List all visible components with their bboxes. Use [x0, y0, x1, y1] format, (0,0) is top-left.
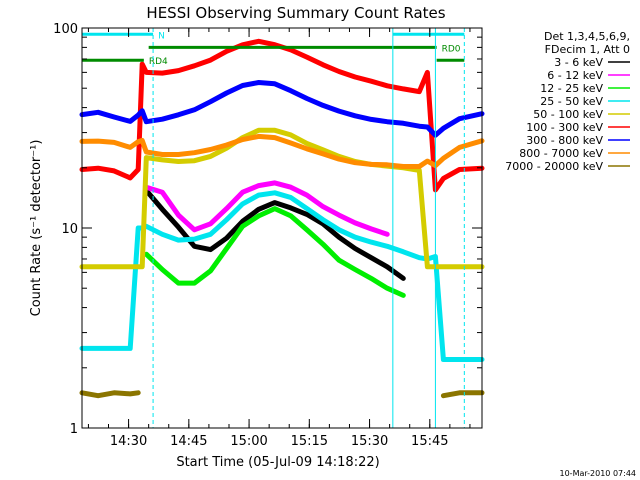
flag-layer: N RD0 RD4: [82, 31, 465, 67]
legend-entry-label: 100 - 300 keV: [526, 121, 603, 134]
chart-title: HESSI Observing Summary Count Rates: [146, 4, 445, 22]
x-tick-label: 14:45: [170, 434, 207, 449]
flag-label-rd4: RD4: [149, 57, 168, 67]
legend-entry-label: 3 - 6 keV: [554, 56, 603, 69]
y-axis-label: Count Rate (s⁻¹ detector⁻¹): [29, 140, 44, 317]
legend: Det 1,3,4,5,6,9,FDecim 1, Att 03 - 6 keV…: [505, 30, 630, 173]
y-tick-label: 1: [70, 422, 78, 437]
series-line-3: [79, 190, 485, 362]
legend-entry-label: 6 - 12 keV: [547, 69, 603, 82]
footer-timestamp: 10-Mar-2010 07:44: [560, 469, 637, 478]
legend-entry-label: 300 - 800 keV: [526, 134, 603, 147]
y-tick-label: 100: [53, 22, 78, 37]
x-tick-label: 15:00: [230, 434, 267, 449]
x-tick-label: 15:45: [411, 434, 448, 449]
y-tick-label: 10: [61, 222, 78, 237]
legend-entry-label: 12 - 25 keV: [540, 82, 603, 95]
legend-entry-label: 7000 - 20000 keV: [505, 160, 603, 173]
x-tick-label: 14:30: [110, 434, 147, 449]
series-line-6: [79, 80, 485, 138]
series-line-1: [143, 180, 390, 237]
legend-entry-label: 25 - 50 keV: [540, 95, 603, 108]
series-line-8: [79, 390, 141, 399]
series-layer: [79, 38, 485, 399]
series-line-2: [143, 206, 406, 298]
x-tick-label: 15:15: [291, 434, 328, 449]
series-line-8: [440, 390, 485, 399]
legend-entry-label: 800 - 7000 keV: [519, 147, 603, 160]
legend-header-line: FDecim 1, Att 0: [545, 43, 630, 56]
series-line-4: [79, 127, 485, 270]
x-tick-label: 15:30: [351, 434, 388, 449]
flag-label-rd0: RD0: [442, 44, 461, 54]
marker-layer: [152, 28, 465, 428]
legend-entry-label: 50 - 100 keV: [533, 108, 603, 121]
x-axis-label: Start Time (05-Jul-09 14:18:22): [176, 455, 379, 470]
axes-layer: 14:30 14:45 15:00 15:15 15:30 15:45 1 10 100: [53, 22, 482, 449]
flag-label-n: N: [158, 31, 165, 41]
series-line-5: [79, 38, 485, 193]
legend-header-line: Det 1,3,4,5,6,9,: [544, 30, 630, 43]
series-line-7: [79, 133, 485, 169]
